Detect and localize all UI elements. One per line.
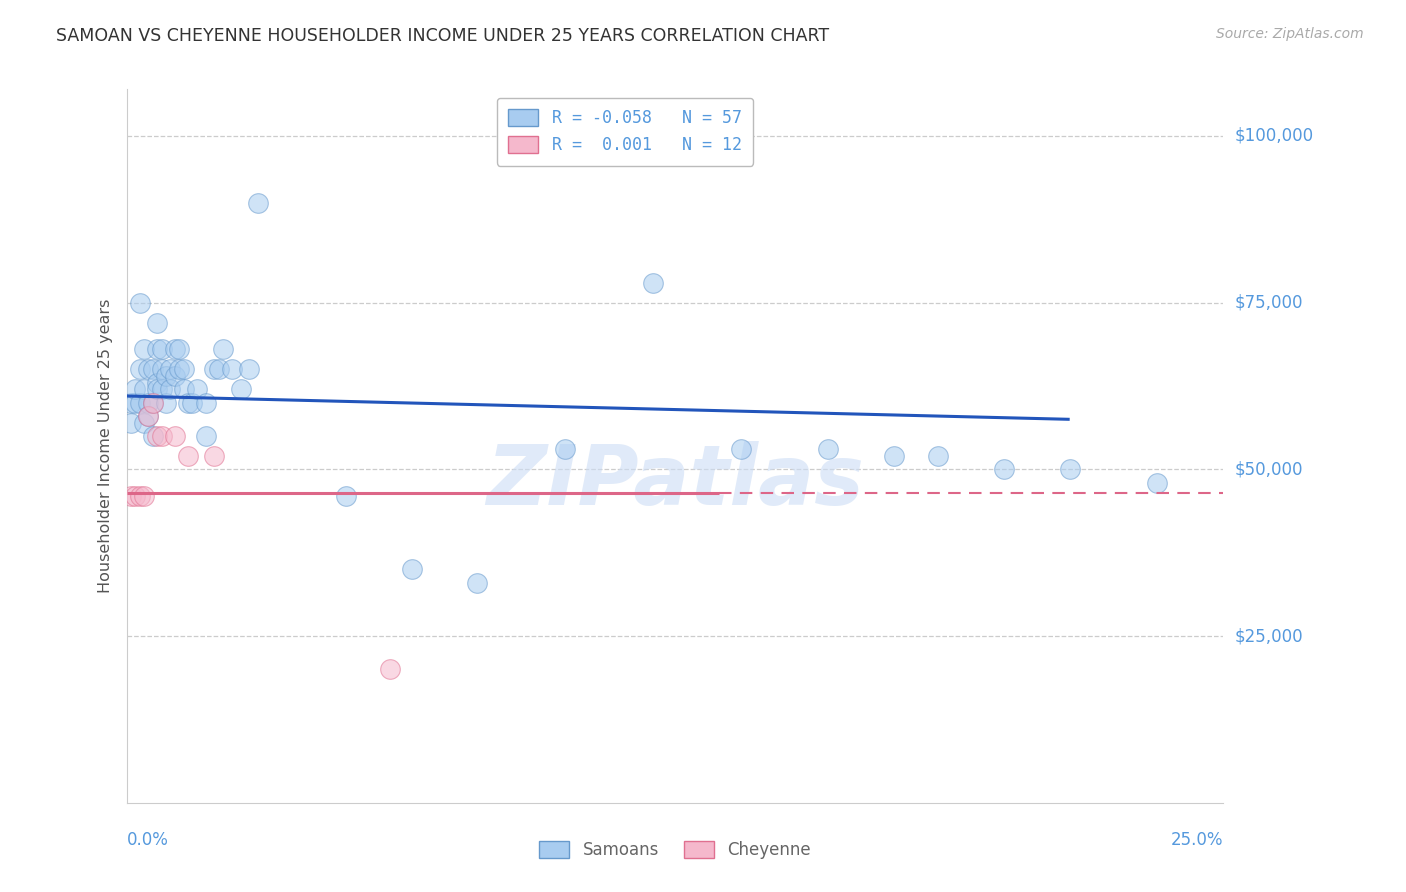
- Point: [150, 429, 173, 443]
- Point: [120, 416, 142, 430]
- Point: [128, 362, 150, 376]
- Text: 25.0%: 25.0%: [1171, 830, 1223, 848]
- Point: [138, 409, 160, 423]
- Point: [378, 662, 401, 676]
- Point: [138, 409, 160, 423]
- Point: [142, 395, 165, 409]
- Point: [146, 343, 169, 357]
- Text: $75,000: $75,000: [1234, 293, 1303, 311]
- Point: [146, 429, 169, 443]
- Point: [159, 382, 181, 396]
- Point: [194, 429, 217, 443]
- Point: [208, 362, 231, 376]
- Text: ZIPatlas: ZIPatlas: [486, 442, 863, 522]
- Point: [194, 395, 217, 409]
- Point: [202, 449, 225, 463]
- Point: [247, 195, 270, 210]
- Y-axis label: Householder Income Under 25 years: Householder Income Under 25 years: [97, 299, 112, 593]
- Point: [202, 362, 225, 376]
- Point: [163, 368, 186, 383]
- Point: [128, 295, 150, 310]
- Point: [124, 489, 146, 503]
- Point: [467, 575, 489, 590]
- Point: [401, 562, 423, 576]
- Point: [150, 343, 173, 357]
- Point: [150, 362, 173, 376]
- Point: [138, 395, 160, 409]
- Point: [554, 442, 576, 457]
- Point: [124, 382, 146, 396]
- Text: SAMOAN VS CHEYENNE HOUSEHOLDER INCOME UNDER 25 YEARS CORRELATION CHART: SAMOAN VS CHEYENNE HOUSEHOLDER INCOME UN…: [56, 27, 830, 45]
- Point: [221, 362, 243, 376]
- Legend: Samoans, Cheyenne: Samoans, Cheyenne: [533, 834, 817, 866]
- Point: [335, 489, 357, 503]
- Point: [173, 362, 195, 376]
- Point: [132, 343, 155, 357]
- Text: $100,000: $100,000: [1234, 127, 1313, 145]
- Point: [229, 382, 252, 396]
- Point: [155, 368, 177, 383]
- Point: [142, 429, 165, 443]
- Text: $50,000: $50,000: [1234, 460, 1303, 478]
- Point: [146, 376, 169, 390]
- Point: [181, 395, 204, 409]
- Point: [132, 382, 155, 396]
- Point: [167, 362, 190, 376]
- Point: [927, 449, 949, 463]
- Point: [177, 395, 200, 409]
- Point: [177, 449, 200, 463]
- Point: [128, 489, 150, 503]
- Point: [238, 362, 260, 376]
- Point: [120, 489, 142, 503]
- Point: [150, 382, 173, 396]
- Point: [155, 395, 177, 409]
- Point: [132, 489, 155, 503]
- Point: [1059, 462, 1081, 476]
- Point: [146, 382, 169, 396]
- Point: [124, 395, 146, 409]
- Point: [1146, 475, 1168, 490]
- Point: [817, 442, 839, 457]
- Point: [883, 449, 905, 463]
- Point: [993, 462, 1015, 476]
- Point: [167, 343, 190, 357]
- Point: [138, 362, 160, 376]
- Point: [120, 395, 142, 409]
- Text: $25,000: $25,000: [1234, 627, 1303, 645]
- Point: [132, 416, 155, 430]
- Text: 0.0%: 0.0%: [127, 830, 169, 848]
- Point: [146, 316, 169, 330]
- Point: [163, 343, 186, 357]
- Text: Source: ZipAtlas.com: Source: ZipAtlas.com: [1216, 27, 1364, 41]
- Point: [186, 382, 208, 396]
- Point: [142, 395, 165, 409]
- Point: [212, 343, 235, 357]
- Point: [730, 442, 752, 457]
- Point: [128, 395, 150, 409]
- Point: [641, 276, 664, 290]
- Point: [173, 382, 195, 396]
- Point: [159, 362, 181, 376]
- Point: [163, 429, 186, 443]
- Point: [142, 362, 165, 376]
